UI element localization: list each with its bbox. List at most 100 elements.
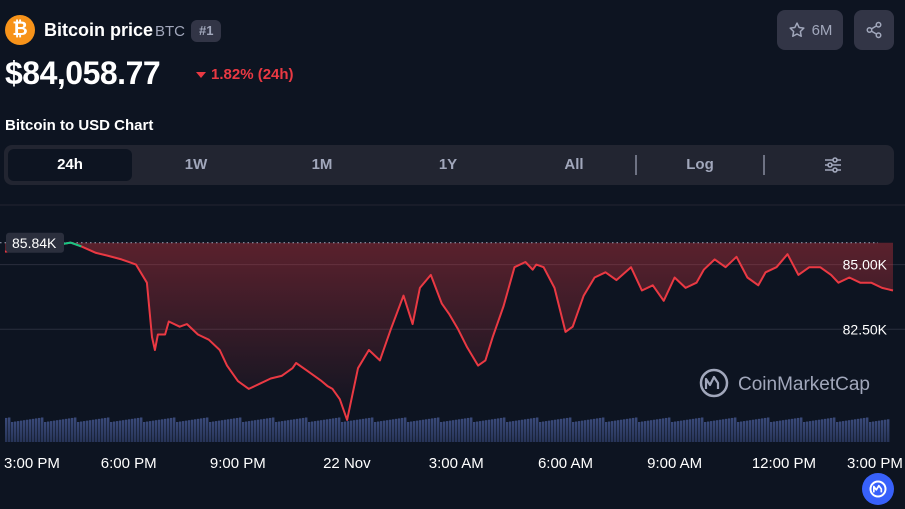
volume-bar [857, 418, 860, 442]
rank-badge: #1 [191, 20, 222, 42]
volume-bar [170, 417, 173, 442]
volume-bar [740, 421, 743, 442]
tab-all[interactable]: All [564, 156, 584, 173]
volume-bar [74, 417, 77, 442]
volume-bar [122, 420, 125, 442]
volume-bar [197, 418, 200, 442]
volume-bar [692, 418, 695, 442]
volume-bar [656, 419, 659, 442]
volume-bar [608, 421, 611, 442]
cmc-logo-icon [869, 480, 887, 498]
volume-bar [428, 418, 431, 442]
volume-bar [191, 419, 194, 442]
volume-bar [842, 421, 845, 442]
volume-bar [611, 421, 614, 442]
volume-bar [110, 422, 113, 442]
volume-bar [443, 421, 446, 442]
volume-bar [596, 418, 599, 442]
volume-bar [500, 417, 503, 442]
volume-bar [167, 418, 170, 442]
share-button[interactable] [854, 10, 894, 50]
volume-bar [563, 418, 566, 442]
watermark-text: CoinMarketCap [738, 374, 870, 395]
volume-bar [758, 418, 761, 442]
volume-bar [437, 417, 440, 442]
volume-bar [821, 419, 824, 442]
volume-bar [296, 418, 299, 442]
volume-bar [38, 417, 41, 442]
volume-bar [152, 420, 155, 442]
volume-bar [533, 417, 536, 442]
volume-bar [269, 417, 272, 442]
volume-bar [434, 417, 437, 442]
volume-bar [338, 417, 341, 442]
log-toggle[interactable]: Log [686, 156, 714, 173]
volume-bar [623, 419, 626, 442]
volume-bar [194, 419, 197, 442]
volume-bar [506, 422, 509, 442]
volume-bar [209, 422, 212, 442]
tab-1w[interactable]: 1W [184, 156, 208, 173]
volume-bar [449, 420, 452, 442]
volume-bar [29, 419, 32, 442]
volume-bar [593, 418, 596, 442]
tab-1y[interactable]: 1Y [438, 156, 458, 173]
volume-bar [785, 419, 788, 442]
price-chart[interactable]: 85.84K 85.00K 82.50K CoinMarketCap [0, 195, 905, 450]
volume-bar [602, 417, 605, 442]
sliders-icon[interactable] [824, 157, 842, 173]
volume-bar [416, 420, 419, 442]
volume-bar [569, 417, 572, 442]
volume-bar [782, 420, 785, 442]
cmc-assistant-button[interactable] [862, 473, 894, 505]
watchlist-button[interactable]: 6M [777, 10, 843, 50]
coin-symbol: BTC [155, 23, 185, 40]
volume-bar [554, 419, 557, 442]
volume-bar [239, 417, 242, 442]
volume-bar [359, 419, 362, 442]
volume-bar [878, 420, 881, 442]
volume-bar [224, 419, 227, 442]
volume-bar [797, 417, 800, 442]
volume-bar [581, 420, 584, 442]
volume-bar [605, 422, 608, 442]
volume-bar [11, 422, 14, 442]
volume-bar [149, 421, 152, 442]
volume-bar [62, 419, 65, 442]
volume-bar [71, 417, 74, 442]
volume-bar [173, 417, 176, 442]
volume-bar [59, 419, 62, 442]
volume-bar [800, 417, 803, 442]
volume-bar [440, 422, 443, 442]
volume-bar [527, 418, 530, 442]
volume-bar [755, 419, 758, 442]
volume-bar [302, 417, 305, 442]
volume-bar [530, 418, 533, 442]
tab-1m[interactable]: 1M [311, 156, 333, 173]
volume-bar [8, 417, 11, 442]
volume-bar [41, 417, 44, 442]
tab-24h[interactable]: 24h [8, 149, 132, 181]
volume-bar [404, 417, 407, 442]
volume-bar [737, 422, 740, 442]
volume-bar [809, 421, 812, 442]
volume-bar [329, 418, 332, 442]
volume-bar [590, 419, 593, 442]
volume-bar [32, 418, 35, 442]
volume-bar [701, 417, 704, 442]
volume-bar [833, 417, 836, 442]
volume-bar [620, 419, 623, 442]
volume-bar [50, 421, 53, 442]
y-tick-label: 85.00K [843, 257, 888, 273]
volume-bar [761, 418, 764, 442]
volume-bar [17, 421, 20, 442]
price-line [4, 241, 894, 421]
volume-bar [806, 421, 809, 442]
volume-bar [542, 421, 545, 442]
volume-bar [626, 418, 629, 442]
volume-bar [560, 418, 563, 442]
share-icon [866, 21, 882, 39]
volume-bar [698, 417, 701, 442]
volume-bar [710, 421, 713, 442]
volume-bar [68, 418, 71, 442]
